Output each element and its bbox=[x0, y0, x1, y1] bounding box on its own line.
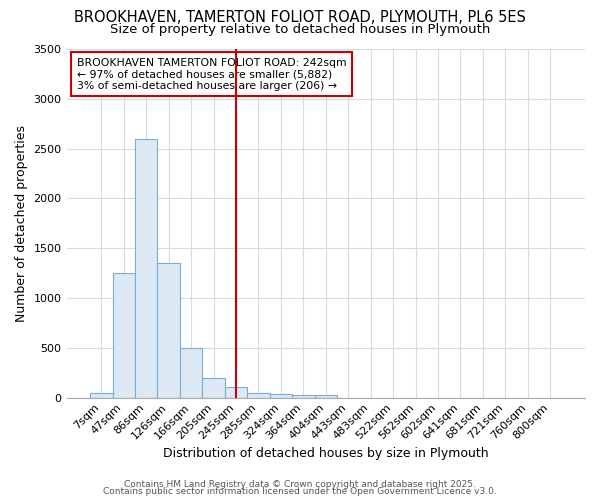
Text: BROOKHAVEN TAMERTON FOLIOT ROAD: 242sqm
← 97% of detached houses are smaller (5,: BROOKHAVEN TAMERTON FOLIOT ROAD: 242sqm … bbox=[77, 58, 347, 91]
X-axis label: Distribution of detached houses by size in Plymouth: Distribution of detached houses by size … bbox=[163, 447, 488, 460]
Text: Contains HM Land Registry data © Crown copyright and database right 2025.: Contains HM Land Registry data © Crown c… bbox=[124, 480, 476, 489]
Bar bbox=[157, 263, 180, 398]
Bar bbox=[314, 394, 337, 398]
Bar bbox=[90, 392, 113, 398]
Bar bbox=[202, 378, 225, 398]
Bar bbox=[225, 386, 247, 398]
Bar bbox=[180, 348, 202, 398]
Text: Contains public sector information licensed under the Open Government Licence v3: Contains public sector information licen… bbox=[103, 487, 497, 496]
Bar bbox=[135, 138, 157, 398]
Text: Size of property relative to detached houses in Plymouth: Size of property relative to detached ho… bbox=[110, 22, 490, 36]
Text: BROOKHAVEN, TAMERTON FOLIOT ROAD, PLYMOUTH, PL6 5ES: BROOKHAVEN, TAMERTON FOLIOT ROAD, PLYMOU… bbox=[74, 10, 526, 25]
Bar bbox=[247, 392, 269, 398]
Bar bbox=[269, 394, 292, 398]
Bar bbox=[113, 273, 135, 398]
Y-axis label: Number of detached properties: Number of detached properties bbox=[15, 125, 28, 322]
Bar bbox=[292, 394, 314, 398]
